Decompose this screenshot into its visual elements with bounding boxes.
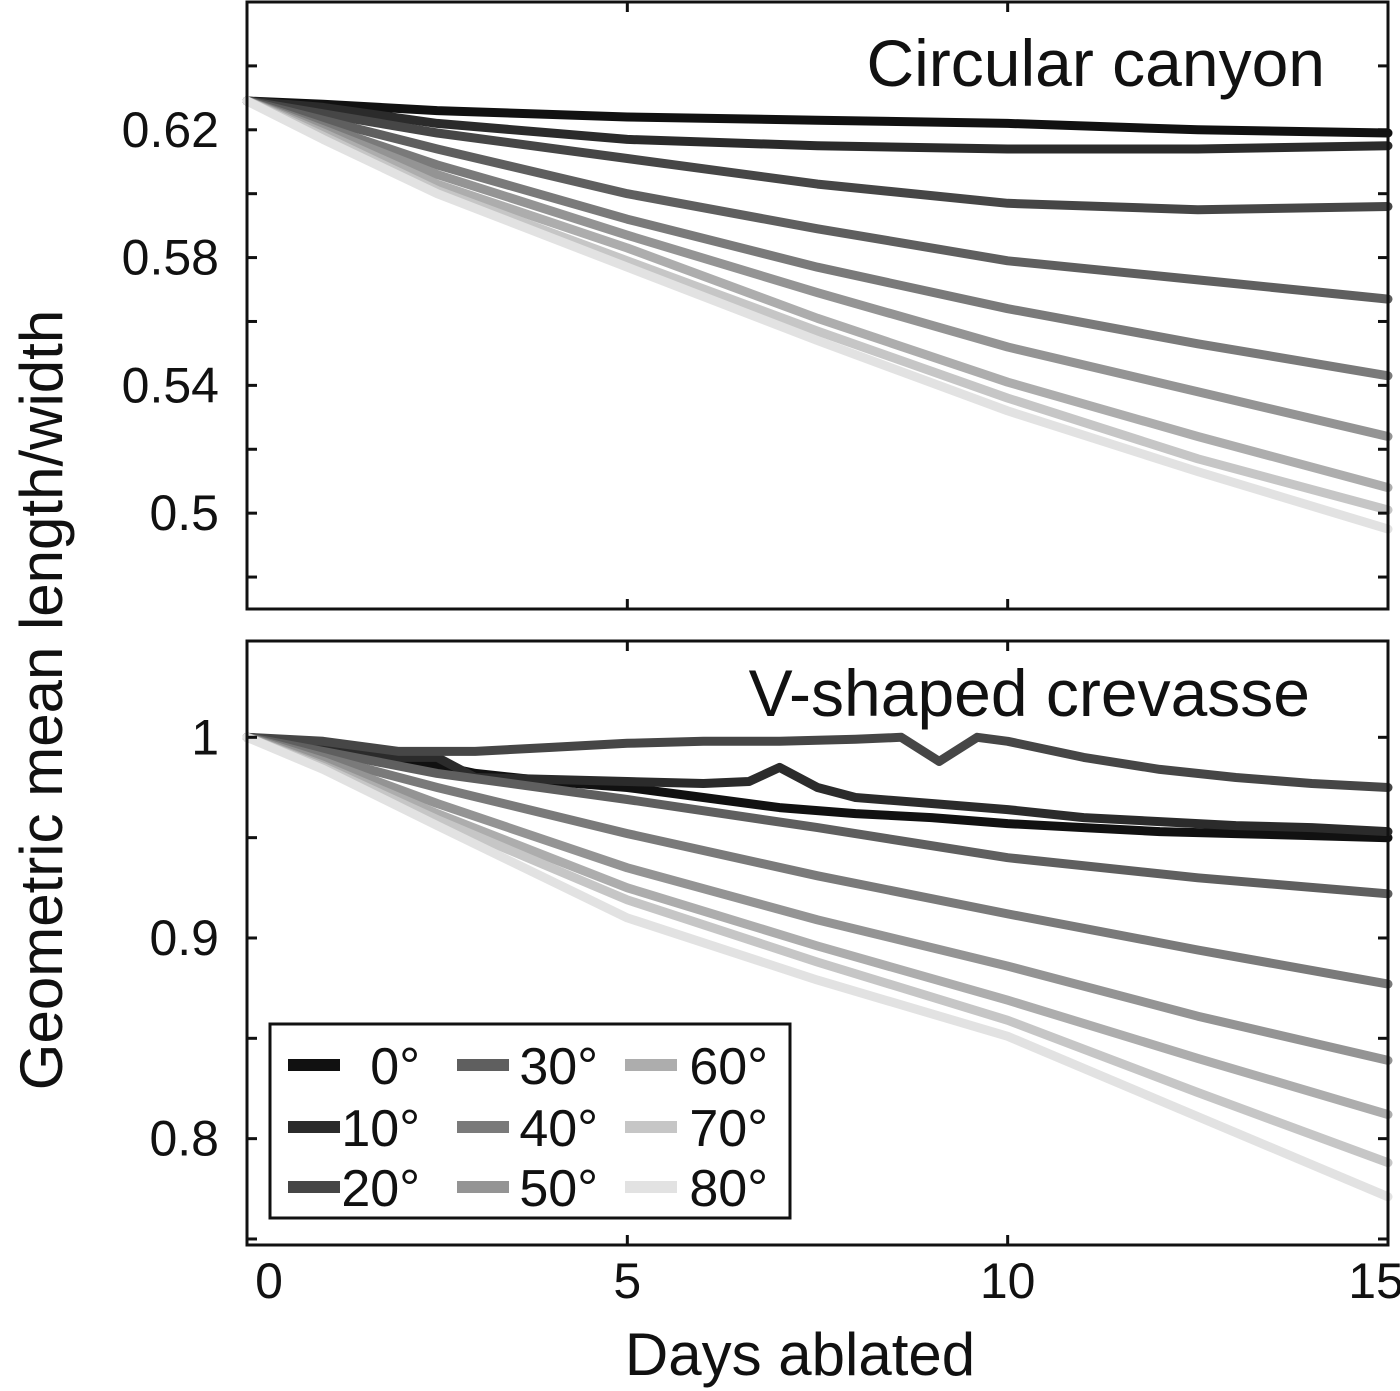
legend-label: 40°	[519, 1100, 598, 1158]
series-line-0deg	[242, 96, 1393, 138]
legend-item: 20°	[288, 1160, 420, 1218]
legend: 0°10°20° 30°40°50° 60°70°80°	[268, 1022, 792, 1220]
legend-label: 80°	[689, 1160, 768, 1218]
series-line-10deg	[242, 96, 1393, 154]
x-tick-label: 0	[255, 1253, 283, 1309]
x-tick-label: 5	[613, 1253, 641, 1309]
legend-label: 20°	[341, 1160, 420, 1218]
series-line-80deg	[242, 732, 1393, 1202]
legend-item: 50°	[457, 1160, 598, 1218]
y-tick-label: 0.54	[122, 357, 219, 413]
legend-item: 10°	[288, 1100, 420, 1158]
legend-label: 0°	[370, 1038, 420, 1096]
series-line-20deg	[242, 732, 1393, 792]
legend-label: 70°	[689, 1100, 768, 1158]
legend-item: 30°	[457, 1038, 598, 1096]
series-line-10deg	[242, 732, 1393, 837]
y-tick-label: 1	[191, 709, 219, 765]
y-tick-label: 0.8	[149, 1111, 219, 1167]
series-line-30deg	[242, 732, 1393, 899]
legend-item: 70°	[625, 1100, 768, 1158]
legend-box	[268, 1022, 792, 1220]
x-tick-label: 10	[980, 1253, 1036, 1309]
panel-title-bottom: V-shaped crevasse	[749, 656, 1310, 730]
legend-label: 10°	[341, 1100, 420, 1158]
y-axis-label: Geometric mean length/width	[8, 310, 75, 1090]
series-line-20deg	[242, 96, 1393, 215]
legend-item: 0°	[288, 1038, 420, 1096]
legend-item: 60°	[625, 1038, 768, 1096]
plot-frame	[245, 0, 1390, 611]
series-line-30deg	[242, 96, 1393, 304]
legend-label: 50°	[519, 1160, 598, 1218]
y-tick-label: 0.58	[122, 230, 219, 286]
legend-item: 80°	[625, 1160, 768, 1218]
panel-top: 0.5 0.54 0.58 0.62	[122, 0, 1393, 611]
series-line-0deg	[242, 732, 1393, 843]
y-tick-label: 0.9	[149, 910, 219, 966]
plot-frame	[245, 639, 1390, 1247]
panel-title-top: Circular canyon	[866, 26, 1325, 100]
legend-label: 30°	[519, 1038, 598, 1096]
x-tick-label: 15	[1348, 1253, 1400, 1309]
y-tick-label: 0.62	[122, 102, 219, 158]
legend-item: 40°	[457, 1100, 598, 1158]
series-line-40deg	[242, 732, 1393, 989]
y-tick-label: 0.5	[149, 485, 219, 541]
panel-bottom: 0.80.910 5 10 15	[149, 639, 1400, 1309]
series-line-80deg	[242, 96, 1393, 534]
series-line-50deg	[242, 732, 1393, 1065]
x-axis-label: Days ablated	[625, 1321, 975, 1388]
legend-label: 60°	[689, 1038, 768, 1096]
